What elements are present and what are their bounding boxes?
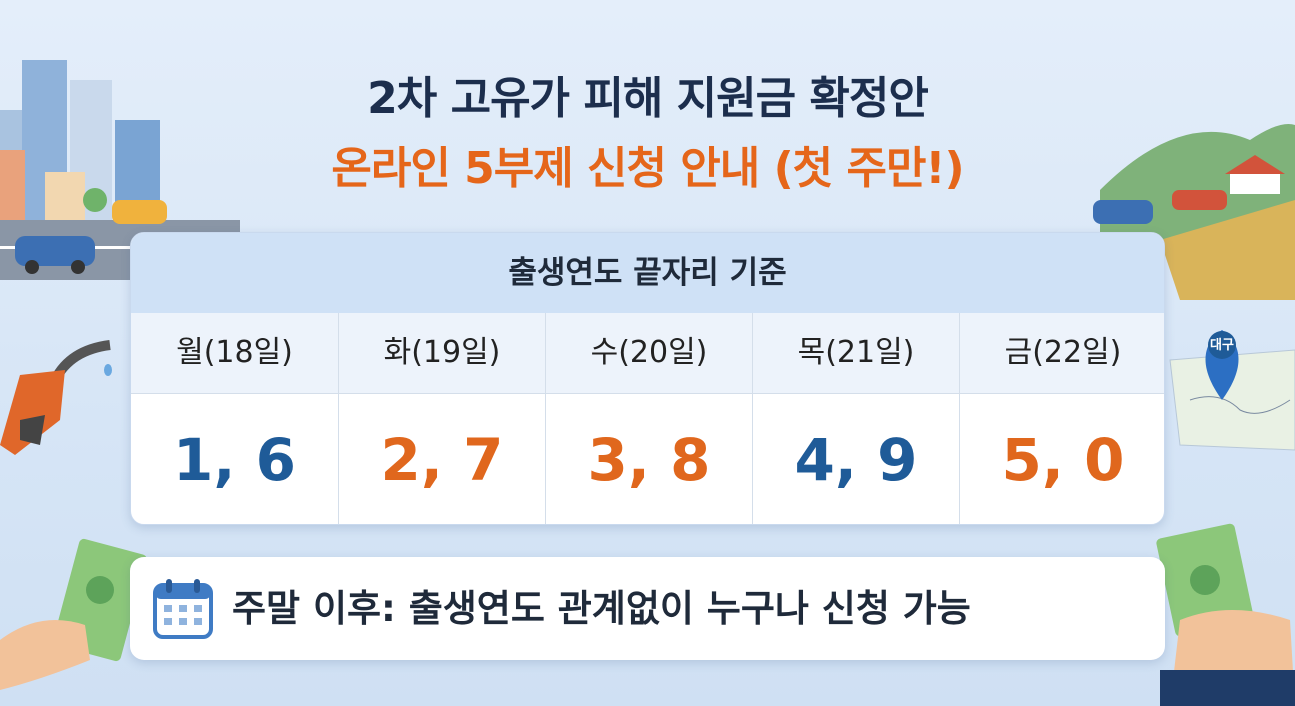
table-caption: 출생연도 끝자리 기준 [131,233,1164,313]
day-label: 수(20일) [546,313,752,394]
day-label: 월(18일) [131,313,338,394]
footer-text: 주말 이후: 출생연도 관계없이 누구나 신청 가능 [232,587,971,630]
money [0,538,147,690]
day-column: 화(19일) 2, 7 [338,313,545,524]
day-column: 수(20일) 3, 8 [545,313,752,524]
day-label: 화(19일) [339,313,545,394]
day-label: 목(21일) [753,313,959,394]
footer-box: 주말 이후: 출생연도 관계없이 누구나 신청 가능 [130,557,1165,660]
fuel-nozzle [0,340,112,455]
subtitle: 온라인 5부제 신청 안내 (첫 주만!) [331,143,964,194]
birth-year-digits: 5, 0 [1001,426,1125,494]
day-column: 금(22일) 5, 0 [959,313,1164,524]
birth-year-digits: 4, 9 [794,426,918,494]
day-column: 목(21일) 4, 9 [752,313,959,524]
birth-year-digits: 2, 7 [380,426,504,494]
countryside [1093,124,1295,300]
money [1156,523,1295,706]
schedule-table: 출생연도 끝자리 기준 월(18일) 1, 6 화(19일) 2, 7 수(20일) 3,… [130,232,1165,525]
map-label: 대구 [1210,338,1234,353]
day-column: 월(18일) 1, 6 [131,313,338,524]
calendar-icon [153,579,213,639]
day-label: 금(22일) [960,313,1164,394]
birth-year-digits: 1, 6 [173,426,296,494]
title: 2차 고유가 피해 지원금 확정안 [367,73,929,124]
city [0,60,240,280]
map [1169,330,1295,451]
birth-year-digits: 3, 8 [587,426,711,494]
